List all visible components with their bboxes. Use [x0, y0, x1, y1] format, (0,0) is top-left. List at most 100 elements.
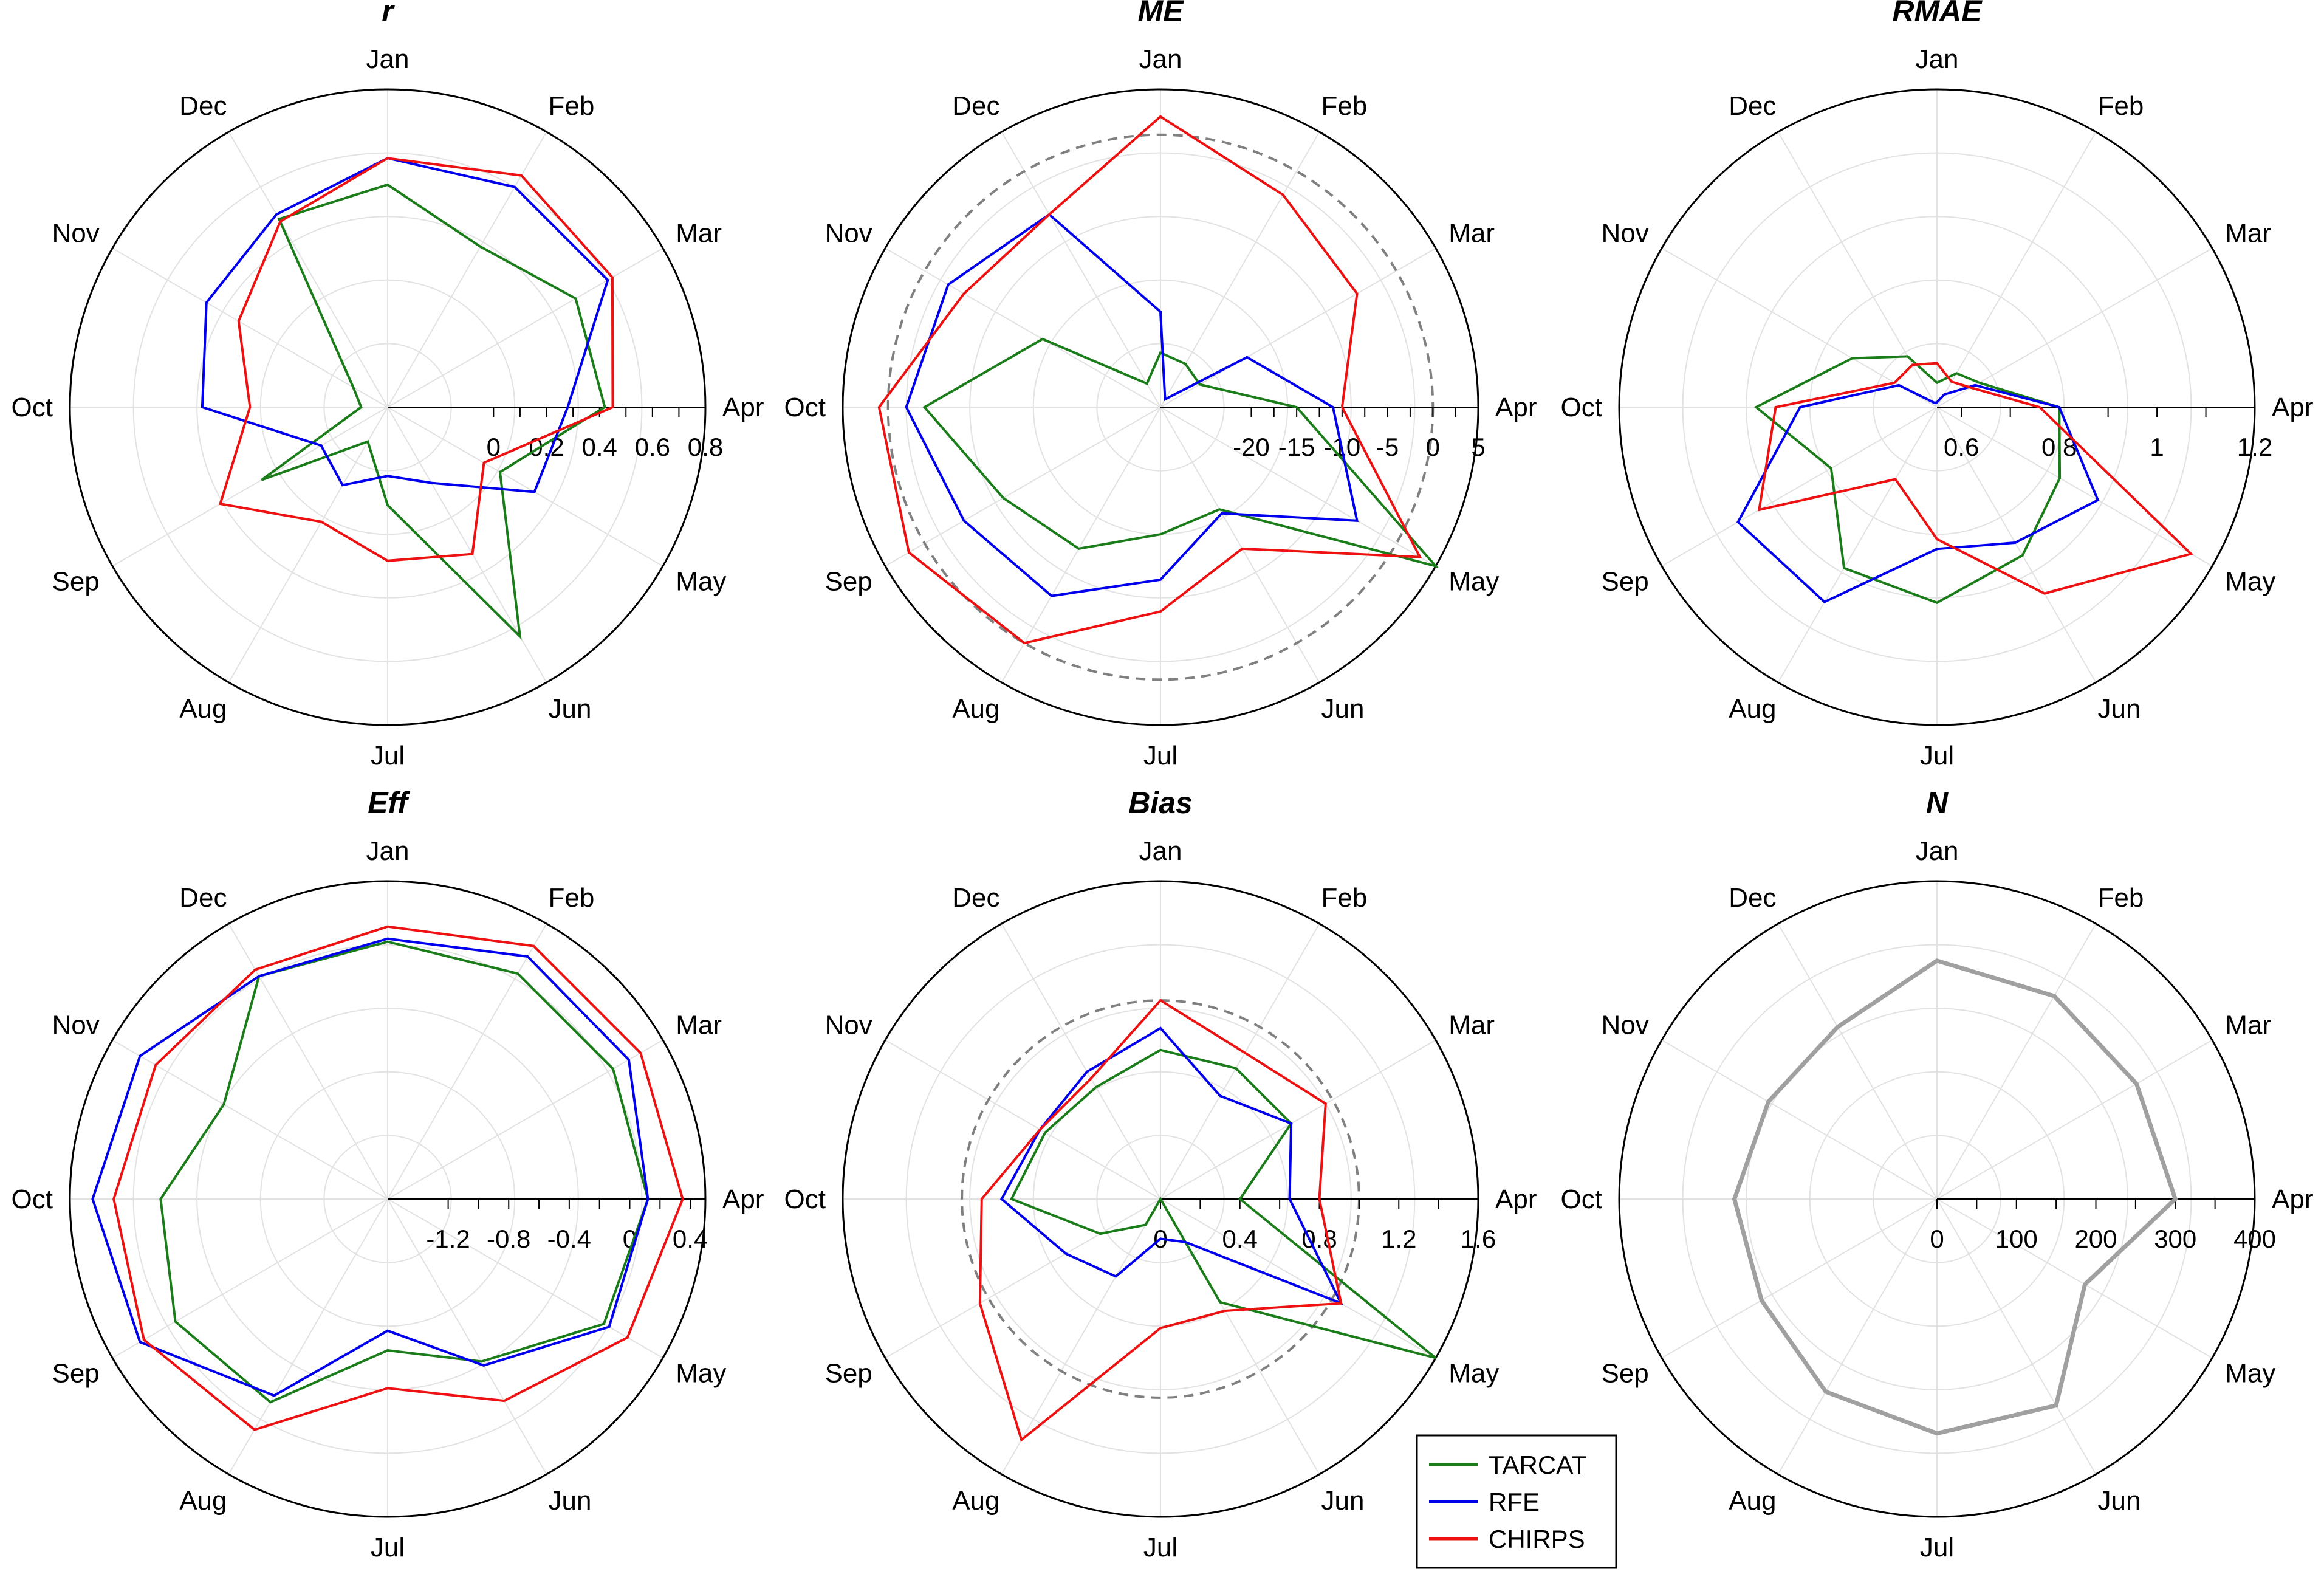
spoke [885, 247, 1161, 408]
spoke [1777, 923, 1938, 1200]
month-label-may: May [676, 567, 726, 597]
month-label-nov: Nov [825, 219, 872, 249]
panel-title: RMAE [1892, 0, 1983, 28]
series-tarcat [159, 940, 650, 1404]
spoke [1777, 131, 1938, 408]
month-label-jun: Jun [1321, 1486, 1365, 1516]
panel-rmae: 0.6 0.8 1 1.2JanFebMarAprMayJunJulAugSepOct… [1561, 0, 2314, 771]
tick-label: 0.6 [1944, 433, 1979, 461]
month-label-dec: Dec [179, 883, 227, 913]
month-label-feb: Feb [2098, 91, 2144, 121]
spoke [112, 407, 388, 567]
month-label-oct: Oct [12, 1184, 53, 1214]
month-label-apr: Apr [1495, 1184, 1537, 1214]
spoke [1001, 923, 1161, 1200]
month-label-jan: Jan [1139, 836, 1182, 866]
series-rfe [1736, 383, 2100, 603]
spoke [1936, 1039, 2213, 1200]
tick-label: 0.4 [673, 1225, 708, 1253]
month-label-mar: Mar [676, 219, 722, 249]
series-tarcat [261, 183, 606, 640]
month-label-jan: Jan [1916, 44, 1959, 74]
spoke [1160, 1198, 1436, 1359]
month-label-apr: Apr [2272, 393, 2313, 422]
spoke [1160, 407, 1320, 683]
spoke [1936, 247, 2213, 408]
tick-label: 0.4 [581, 433, 617, 461]
spoke [1160, 923, 1320, 1200]
tick-label: 5 [1471, 433, 1485, 461]
series-chirps [877, 115, 1422, 645]
month-label-sep: Sep [1601, 567, 1648, 597]
spoke [1777, 1198, 1938, 1475]
tick-label: -1.2 [426, 1225, 470, 1253]
tick-label: 1 [2150, 433, 2164, 461]
tick-label: -20 [1233, 433, 1270, 461]
panel-title: Eff [368, 786, 410, 820]
spoke [1936, 407, 2097, 683]
month-label-nov: Nov [52, 1011, 100, 1040]
month-label-jun: Jun [549, 1486, 592, 1516]
series-rfe [905, 213, 1359, 597]
month-label-jan: Jan [366, 44, 410, 74]
month-label-jan: Jan [366, 836, 410, 866]
month-label-jul: Jul [1143, 1533, 1177, 1562]
spoke [885, 1039, 1161, 1200]
tick-label: 400 [2233, 1225, 2276, 1253]
month-label-jun: Jun [549, 694, 592, 724]
month-label-jul: Jul [1920, 1533, 1954, 1562]
series-tarcat [1753, 355, 2062, 604]
spoke [1936, 923, 2097, 1200]
panel-bias: 0 0.4 0.8 1.2 1.6JanFebMarAprMayJunJulAugSep… [784, 786, 1537, 1562]
tick-label: 200 [2074, 1225, 2117, 1253]
tick-label: 1.6 [1461, 1225, 1496, 1253]
month-label-may: May [676, 1359, 726, 1389]
month-label-apr: Apr [722, 1184, 764, 1214]
month-label-feb: Feb [1321, 91, 1368, 121]
month-label-may: May [2225, 567, 2275, 597]
tick-label: 300 [2154, 1225, 2196, 1253]
month-label-oct: Oct [12, 393, 53, 422]
tick-label: -5 [1376, 433, 1399, 461]
tick-label: 0 [487, 433, 501, 461]
month-label-dec: Dec [952, 883, 999, 913]
month-label-nov: Nov [52, 219, 100, 249]
spoke [112, 247, 388, 408]
spoke [112, 1198, 388, 1359]
tick-label: 0 [1930, 1225, 1944, 1253]
month-label-feb: Feb [1321, 883, 1368, 913]
month-label-oct: Oct [784, 1184, 826, 1214]
panel-n: 0 100 200 300 400 Jan Feb Mar Apr May Jun Jul Aug Sep… [1561, 786, 2314, 1562]
month-label-feb: Feb [549, 883, 595, 913]
series-chirps [1757, 362, 2194, 595]
month-label-dec: Dec [179, 91, 227, 121]
spoke [1160, 1039, 1436, 1200]
spoke [1661, 1198, 1938, 1359]
spoke [1936, 1198, 2097, 1475]
panel-r: 0 0.2 0.4 0.6 0.8 Jan Feb Mar Apr May Jun Jul Aug Sep… [12, 0, 764, 771]
spoke [1661, 1039, 1938, 1200]
month-label-aug: Aug [1729, 694, 1776, 724]
month-label-feb: Feb [549, 91, 595, 121]
tick-label: 0.8 [1301, 1225, 1337, 1253]
month-label-aug: Aug [179, 1486, 227, 1516]
month-label-aug: Aug [952, 1486, 999, 1516]
tick-label: -0.8 [487, 1225, 530, 1253]
month-label-oct: Oct [784, 393, 826, 422]
spoke [1777, 407, 1938, 683]
month-label-sep: Sep [52, 567, 99, 597]
month-label-jul: Jul [371, 741, 405, 771]
tick-label: 0.6 [635, 433, 670, 461]
month-label-mar: Mar [2225, 1011, 2271, 1040]
spoke [1001, 407, 1161, 683]
month-label-oct: Oct [1561, 393, 1602, 422]
tick-label: 100 [1995, 1225, 2038, 1253]
spoke [1001, 1198, 1161, 1475]
spoke [1160, 131, 1320, 408]
spoke [885, 407, 1161, 567]
spoke [885, 1198, 1161, 1359]
tick-label: 1.2 [1381, 1225, 1416, 1253]
panel-title: ME [1138, 0, 1185, 28]
month-label-jul: Jul [1920, 741, 1954, 771]
